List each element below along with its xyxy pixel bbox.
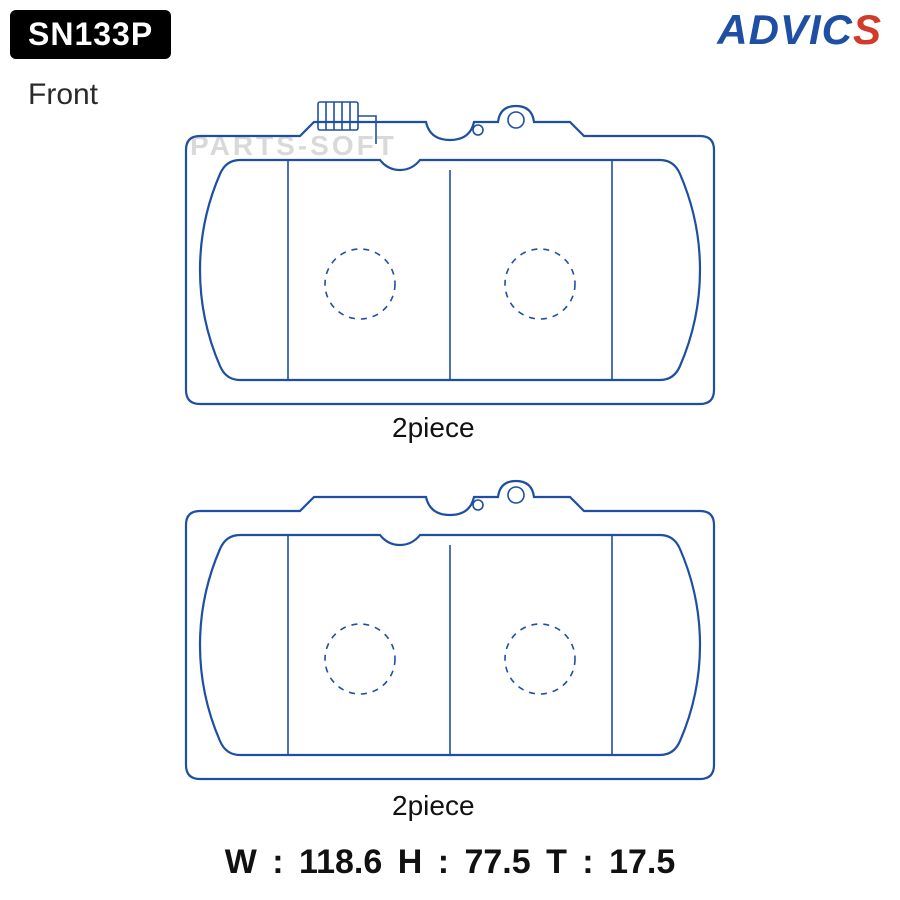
brand-prefix: ADVIC: [717, 6, 853, 53]
page: SN133P ADVICS Front PARTS-SOFT 2piece: [0, 0, 900, 900]
position-label: Front: [28, 78, 98, 112]
brake-pad-bottom: [170, 445, 730, 791]
part-number-badge: SN133P: [10, 10, 171, 59]
brake-pad-top: [170, 70, 730, 416]
piece-count-label-2: 2piece: [392, 790, 475, 822]
piece-count-label-1: 2piece: [392, 412, 475, 444]
brand-accent-char: S: [853, 6, 882, 53]
brand-logo: ADVICS: [717, 6, 882, 54]
dimensions-line: W : 118.6 H : 77.5 T : 17.5: [0, 843, 900, 882]
